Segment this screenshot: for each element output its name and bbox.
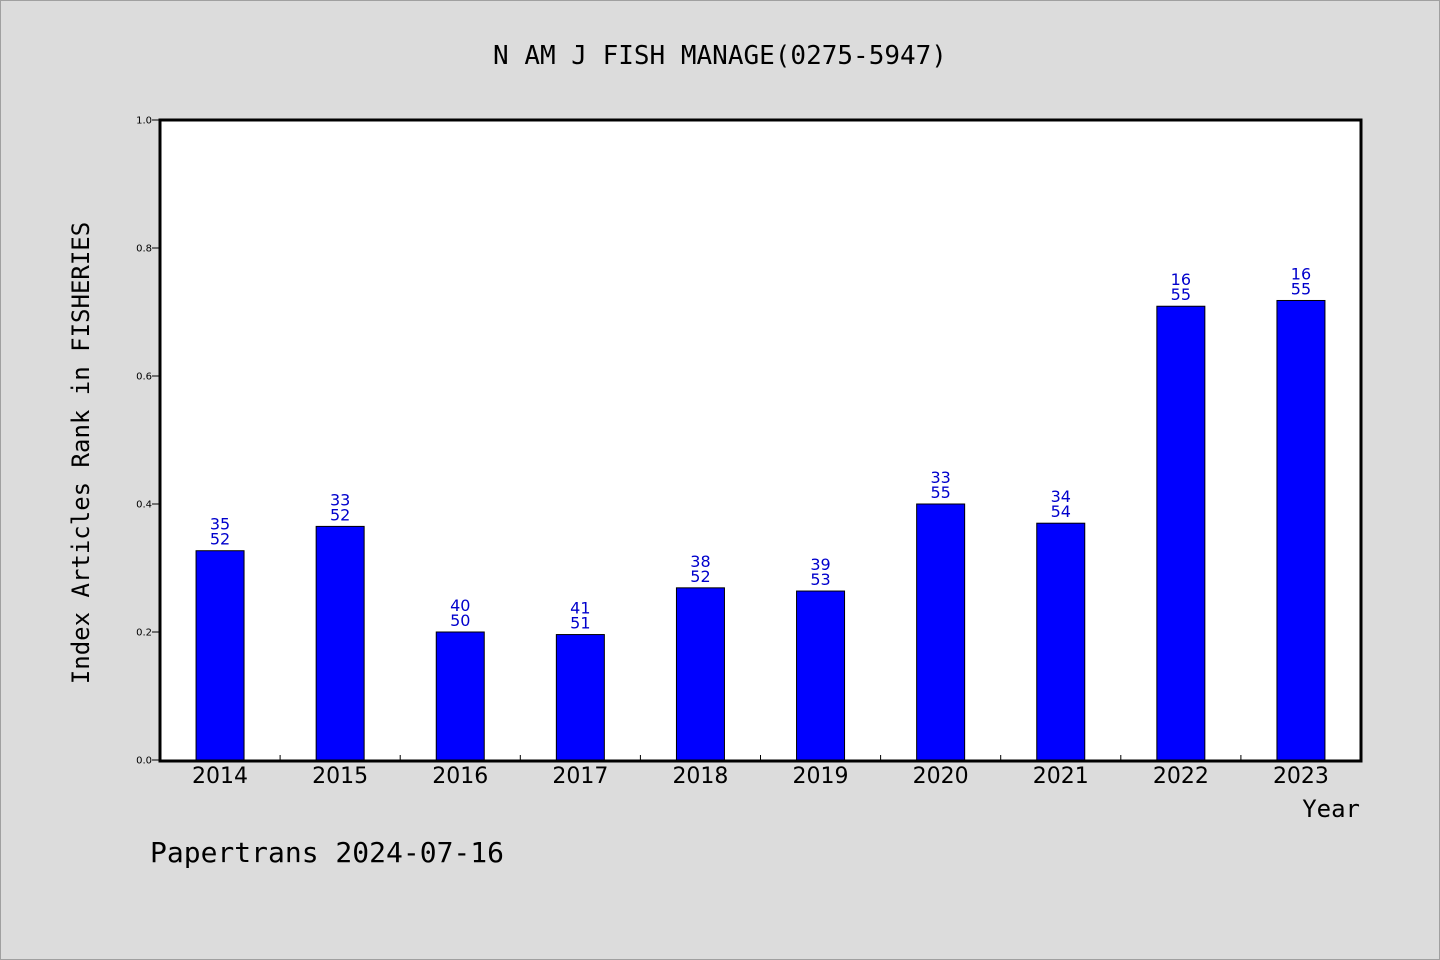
x-tick-label: 2015 — [312, 764, 368, 789]
bar — [1156, 305, 1206, 761]
bar-label-top: 39 — [810, 555, 830, 574]
bar-label-bottom: 53 — [810, 570, 830, 589]
x-tick-label: 2021 — [1033, 764, 1089, 789]
x-tick-label: 2020 — [913, 764, 969, 789]
y-tick-label: 1.0 — [136, 116, 152, 127]
bar-label-top: 40 — [450, 596, 470, 615]
bar-label-bottom: 55 — [1291, 279, 1311, 298]
bar-label-bottom: 52 — [330, 505, 350, 524]
bar — [555, 634, 605, 761]
bar-label-bottom: 51 — [570, 614, 590, 633]
bar-label-bottom: 55 — [1171, 285, 1191, 304]
bar — [1276, 299, 1326, 761]
bar — [1036, 522, 1086, 761]
x-axis-label: Year — [1302, 795, 1360, 823]
bar-label-bottom: 52 — [690, 567, 710, 586]
bar-label-top: 41 — [570, 599, 590, 618]
bar-label-bottom: 55 — [930, 483, 950, 502]
bar-label-bottom: 50 — [450, 611, 470, 630]
y-axis-label: Index Articles Rank in FISHERIES — [67, 222, 95, 684]
y-tick-label: 0.8 — [136, 244, 152, 255]
y-tick-label: 0.2 — [136, 628, 152, 639]
bar — [435, 631, 485, 761]
plot-frame — [158, 118, 1363, 763]
bar — [315, 525, 365, 761]
bar-label-top: 34 — [1051, 487, 1071, 506]
footer-text: Papertrans 2024-07-16 — [150, 836, 504, 869]
y-tick-label: 0.4 — [136, 500, 152, 511]
x-tick-label: 2022 — [1153, 764, 1209, 789]
x-tick-label: 2018 — [672, 764, 728, 789]
y-tick-label: 0.6 — [136, 372, 152, 383]
bar — [916, 503, 966, 761]
bar-label-top: 33 — [330, 490, 350, 509]
bar-label-top: 16 — [1291, 264, 1311, 283]
x-tick-label: 2016 — [432, 764, 488, 789]
bar — [796, 590, 846, 761]
x-tick-label: 2017 — [552, 764, 608, 789]
bar-label-bottom: 52 — [210, 530, 230, 549]
bar-label-bottom: 54 — [1051, 502, 1071, 521]
x-axis: 2014 2015 2016 2017 2018 2019 2020 2021 2022 2023 — [192, 755, 1329, 789]
bar-label-top: 35 — [210, 515, 230, 534]
bar-label-top: 38 — [690, 552, 710, 571]
bar-label-top: 16 — [1171, 270, 1191, 289]
x-tick-label: 2023 — [1273, 764, 1329, 789]
y-tick-label: 0.0 — [136, 756, 152, 767]
x-tick-label: 2014 — [192, 764, 248, 789]
chart-title: N AM J FISH MANAGE(0275-5947) — [493, 41, 947, 71]
bar — [195, 550, 245, 761]
x-tick-label: 2019 — [793, 764, 849, 789]
bar-label-top: 33 — [930, 468, 950, 487]
bar — [675, 587, 725, 761]
